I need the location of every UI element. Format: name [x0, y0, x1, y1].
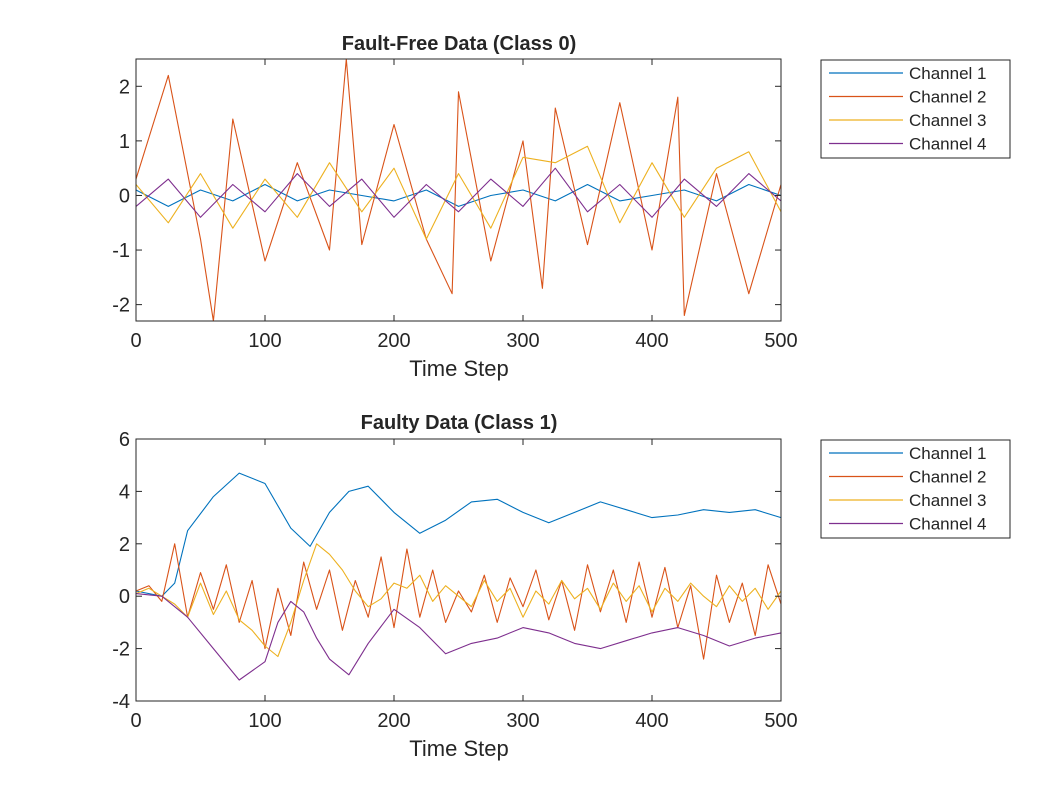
- chart-fault-free: Fault-Free Data (Class 0) Time Step 0 100…: [112, 33, 1011, 381]
- x-tick-label: 200: [377, 710, 410, 732]
- y-tick-label: 6: [119, 429, 130, 451]
- y-tick-label: 2: [119, 534, 130, 556]
- legend-label-channel-3: Channel 3: [909, 111, 987, 130]
- x-tick-label: 300: [506, 330, 539, 352]
- legend-label-channel-1: Channel 1: [909, 64, 987, 83]
- chart-title: Faulty Data (Class 1): [361, 412, 558, 434]
- legend-label-channel-3: Channel 3: [909, 491, 987, 510]
- y-tick-label: -2: [112, 639, 130, 661]
- series-line-channel-1: [135, 472, 782, 597]
- y-tick-label: 0: [119, 185, 130, 207]
- series-line-channel-2: [135, 543, 782, 660]
- x-tick-label: 0: [130, 710, 141, 732]
- legend-label-channel-1: Channel 1: [909, 444, 987, 463]
- x-tick-label: 400: [635, 710, 668, 732]
- x-tick-label: 0: [130, 330, 141, 352]
- legend-label-channel-4: Channel 4: [909, 135, 987, 154]
- series-line-channel-3: [135, 145, 782, 240]
- y-tick-label: 2: [119, 76, 130, 98]
- legend: Channel 1 Channel 2 Channel 3 Channel 4: [820, 439, 1011, 539]
- axes-box: [135, 58, 782, 322]
- chart-title: Fault-Free Data (Class 0): [342, 33, 577, 55]
- legend-box: [820, 439, 1011, 539]
- x-tick-label: 400: [635, 330, 668, 352]
- x-tick-label: 200: [377, 330, 410, 352]
- legend-label-channel-4: Channel 4: [909, 515, 987, 534]
- x-tick-label: 500: [764, 710, 797, 732]
- x-axis-label: Time Step: [409, 356, 508, 381]
- series-line-channel-3: [135, 543, 782, 658]
- y-tick-label: -1: [112, 240, 130, 262]
- y-tick-label: 0: [119, 586, 130, 608]
- x-tick-label: 100: [248, 710, 281, 732]
- series-line-channel-4: [135, 167, 782, 218]
- series-line-channel-2: [135, 58, 782, 322]
- axes-box: [135, 438, 782, 702]
- y-tick-label: -4: [112, 691, 130, 713]
- y-tick-label: -2: [112, 295, 130, 317]
- plot-area: [135, 58, 782, 322]
- legend-label-channel-2: Channel 2: [909, 88, 987, 107]
- legend-label-channel-2: Channel 2: [909, 468, 987, 487]
- legend-box: [820, 59, 1011, 159]
- x-tick-label: 300: [506, 710, 539, 732]
- chart-faulty: Faulty Data (Class 1) Time Step 0 100 200 3…: [112, 412, 1011, 761]
- series-line-channel-4: [135, 593, 782, 681]
- x-tick-label: 500: [764, 330, 797, 352]
- plot-area: [135, 472, 782, 681]
- x-tick-label: 100: [248, 330, 281, 352]
- legend: Channel 1 Channel 2 Channel 3 Channel 4: [820, 59, 1011, 159]
- series-line-channel-1: [135, 183, 782, 207]
- x-axis-label: Time Step: [409, 736, 508, 761]
- y-tick-label: 4: [119, 481, 130, 503]
- y-tick-label: 1: [119, 131, 130, 153]
